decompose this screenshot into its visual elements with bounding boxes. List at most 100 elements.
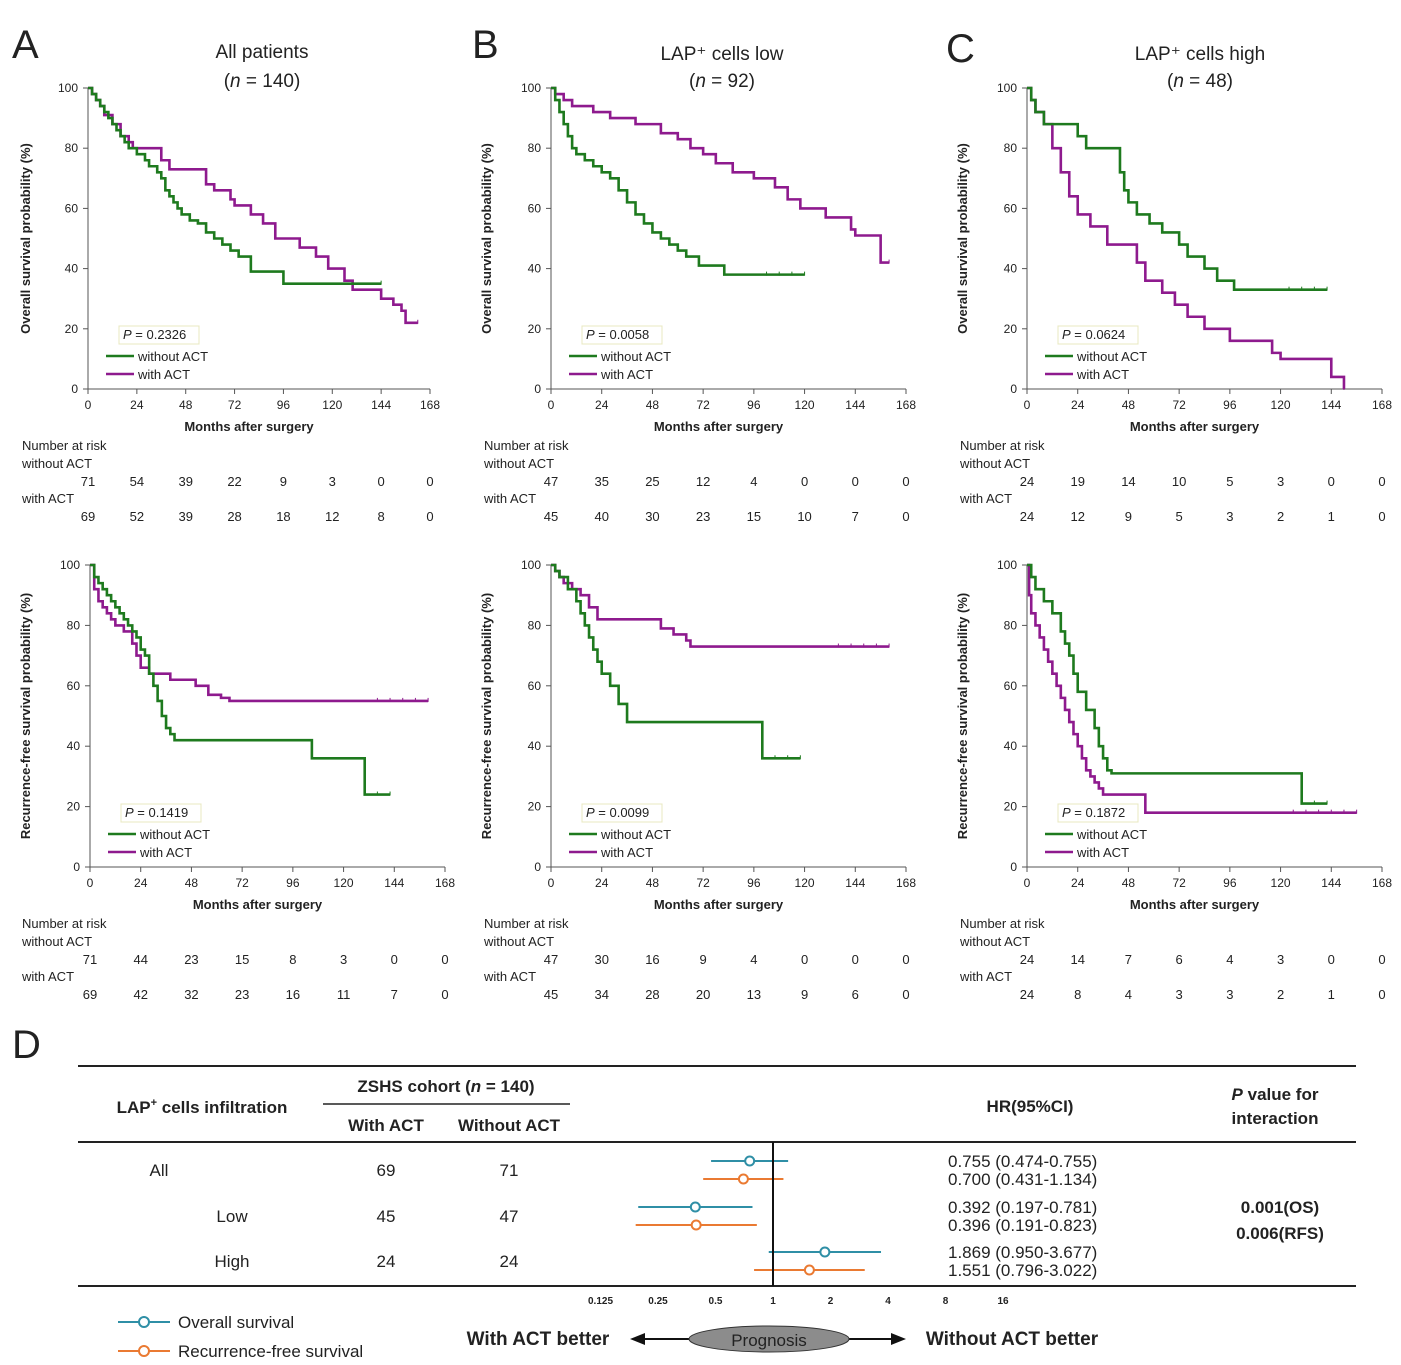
with-act-better: With ACT better [467,1329,610,1350]
risk-count-without-act: 47 [544,952,558,967]
legend-without-act-label: without ACT [600,827,671,842]
x-tick-label: 0 [1024,398,1031,412]
legend-with-act-label: with ACT [1076,845,1129,860]
y-tick-label: 40 [528,739,542,753]
x-tick-label: 144 [1321,398,1341,412]
risk-count-without-act: 0 [852,474,859,489]
panel-letter-d: D [12,1023,41,1067]
risk-count-without-act: 0 [1328,474,1335,489]
x-axis-label: Months after surgery [1130,897,1260,912]
panel-c-title: LAP⁺ cells high [1135,44,1265,65]
y-tick-label: 100 [521,81,541,95]
x-tick-label: 72 [1172,398,1186,412]
x-tick-label: 72 [235,876,249,890]
y-axis-label: Recurrence-free survival probability (%) [955,593,970,839]
risk-count-without-act: 0 [1328,952,1335,967]
risk-count-with-act: 7 [852,509,859,524]
row-group-label: High [215,1252,250,1271]
y-axis-label: Overall survival probability (%) [479,143,494,334]
p-value-text: P = 0.1872 [1062,805,1125,820]
x-tick-label: 72 [228,398,242,412]
km-curve-with-act [551,563,890,648]
x-tick-label: 168 [1372,876,1392,890]
x-tick-label: 96 [1223,398,1237,412]
col-hr: HR(95%CI) [987,1097,1074,1116]
x-tick-label: 24 [595,876,609,890]
forest-tick-label: 8 [943,1296,949,1307]
forest-tick-label: 0.5 [709,1296,723,1307]
x-tick-label: 72 [696,876,710,890]
hr-label-rfs: 0.396 (0.191-0.823) [948,1216,1097,1235]
risk-count-without-act: 14 [1121,474,1135,489]
risk-row-label-without-act: without ACT [959,934,1030,949]
risk-count-without-act: 23 [184,952,198,967]
risk-count-with-act: 69 [83,987,97,1002]
risk-row-label-with-act: with ACT [483,969,536,984]
risk-count-without-act: 9 [280,474,287,489]
p-value-text: P = 0.0058 [586,327,649,342]
risk-count-with-act: 0 [902,509,909,524]
y-axis-label: Overall survival probability (%) [955,143,970,334]
p-value-text: P = 0.2326 [123,327,186,342]
risk-count-without-act: 10 [1172,474,1186,489]
y-tick-label: 100 [997,558,1017,572]
y-tick-label: 60 [67,679,81,693]
forest-axis: 0.125 0.25 0.5 1 2 4 8 16 [588,1142,1009,1307]
risk-count-without-act: 0 [391,952,398,967]
x-tick-label: 120 [1271,876,1291,890]
risk-count-without-act: 0 [426,474,433,489]
risk-title: Number at risk [22,916,107,931]
risk-count-with-act: 0 [902,987,909,1002]
risk-count-without-act: 47 [544,474,558,489]
x-tick-label: 0 [1024,876,1031,890]
hr-point-os [819,1246,831,1258]
risk-count-with-act: 2 [1277,509,1284,524]
risk-title: Number at risk [484,438,569,453]
km-curve-with-act [551,86,890,264]
risk-title: Number at risk [22,438,107,453]
hr-point-os [744,1155,756,1167]
risk-count-with-act: 9 [1125,509,1132,524]
y-tick-label: 100 [997,81,1017,95]
panel-a-n: (n = 140) [224,71,301,92]
risk-count-without-act: 54 [130,474,144,489]
risk-row-label-with-act: with ACT [959,969,1012,984]
p-value-text: P = 0.0624 [1062,327,1125,342]
risk-count-without-act: 3 [1277,474,1284,489]
forest-tick-label: 16 [997,1296,1009,1307]
legend-without-act-label: without ACT [1076,349,1147,364]
x-tick-label: 48 [646,876,660,890]
y-tick-label: 60 [528,201,542,215]
x-tick-label: 168 [435,876,455,890]
risk-count-with-act: 30 [645,509,659,524]
km-curve-with-act [1027,563,1357,814]
hr-point-rfs [737,1173,749,1185]
risk-count-without-act: 24 [1020,474,1034,489]
forest-table: LAP+ cells infiltration ZSHS cohort (n =… [78,1065,1356,1361]
risk-row-label-without-act: without ACT [483,456,554,471]
risk-count-with-act: 42 [133,987,147,1002]
risk-row-label-with-act: with ACT [959,491,1012,506]
risk-count-with-act: 8 [1074,987,1081,1002]
risk-row-label-without-act: without ACT [21,456,92,471]
risk-count-with-act: 8 [378,509,385,524]
risk-count-with-act: 10 [797,509,811,524]
risk-count-without-act: 15 [235,952,249,967]
col-without-act: Without ACT [458,1116,561,1135]
cohort-header: ZSHS cohort (n = 140) [357,1077,534,1096]
y-axis-label: Recurrence-free survival probability (%) [18,593,33,839]
risk-count-with-act: 0 [441,987,448,1002]
y-tick-label: 0 [73,860,80,874]
risk-row-label-with-act: with ACT [21,491,74,506]
km-curve-without-act [90,563,391,796]
risk-count-with-act: 69 [81,509,95,524]
y-tick-label: 80 [67,618,81,632]
legend-os-label: Overall survival [178,1313,294,1332]
y-tick-label: 80 [528,141,542,155]
risk-count-without-act: 0 [902,474,909,489]
col-with-act: With ACT [348,1116,424,1135]
km-curve-without-act [551,86,805,276]
x-axis-label: Months after surgery [193,897,323,912]
x-tick-label: 120 [334,876,354,890]
y-tick-label: 20 [65,322,79,336]
